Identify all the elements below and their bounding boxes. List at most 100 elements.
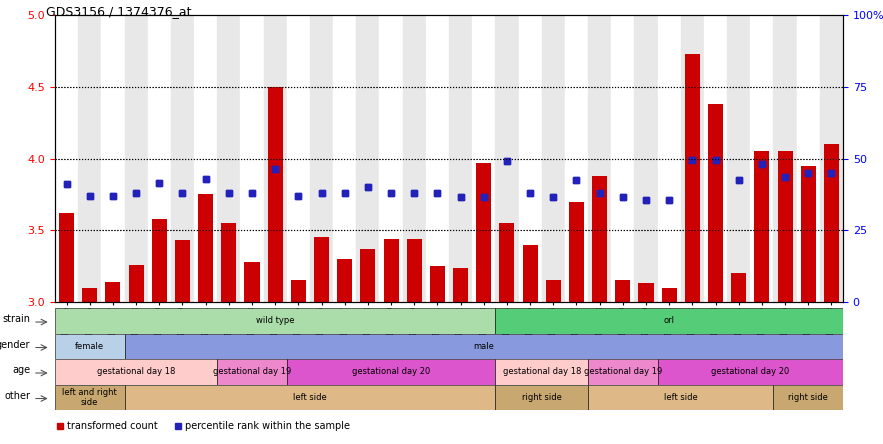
Bar (105, 282, 120, 302)
Bar (615, 281, 630, 302)
Bar (476, 163, 491, 302)
Bar (824, 144, 839, 302)
Bar (495, 385, 588, 410)
Bar (588, 15, 611, 302)
Text: gender: gender (0, 340, 30, 350)
Bar (658, 359, 843, 385)
Bar (518, 15, 541, 302)
Text: left side: left side (664, 393, 698, 402)
Text: gestational day 19: gestational day 19 (213, 367, 291, 376)
Bar (546, 281, 561, 302)
Bar (500, 223, 515, 302)
Text: left and right
side: left and right side (63, 388, 117, 407)
Bar (55, 359, 217, 385)
Bar (426, 15, 449, 302)
Bar (171, 15, 194, 302)
Bar (152, 219, 167, 302)
Bar (611, 15, 634, 302)
Bar (287, 15, 310, 302)
Text: orl: orl (664, 316, 675, 325)
Bar (731, 274, 746, 302)
Bar (495, 15, 518, 302)
Bar (569, 202, 584, 302)
Bar (472, 15, 495, 302)
Bar (476, 163, 491, 302)
Bar (754, 151, 769, 302)
Bar (495, 359, 588, 385)
Bar (360, 249, 375, 302)
Bar (240, 15, 264, 302)
Bar (685, 54, 700, 302)
Bar (588, 385, 774, 410)
Bar (449, 15, 472, 302)
Text: transformed count: transformed count (67, 421, 157, 432)
Bar (453, 268, 468, 302)
Bar (125, 15, 147, 302)
Bar (638, 283, 653, 302)
Text: other: other (4, 391, 30, 401)
Bar (268, 87, 283, 302)
Bar (337, 259, 352, 302)
Bar (55, 308, 495, 333)
Bar (147, 15, 171, 302)
Text: left side: left side (293, 393, 327, 402)
Bar (222, 223, 237, 302)
Bar (661, 288, 676, 302)
Bar (291, 281, 306, 302)
Bar (708, 104, 723, 302)
Bar (198, 194, 213, 302)
Bar (287, 359, 495, 385)
Text: male: male (473, 342, 494, 351)
Bar (500, 223, 515, 302)
Bar (407, 239, 422, 302)
Bar (333, 15, 357, 302)
Bar (198, 194, 213, 302)
Text: gestational day 18: gestational day 18 (97, 367, 176, 376)
Text: percentile rank within the sample: percentile rank within the sample (185, 421, 350, 432)
Text: female: female (75, 342, 104, 351)
Bar (268, 87, 283, 302)
Text: right side: right side (789, 393, 828, 402)
Text: gestational day 20: gestational day 20 (711, 367, 789, 376)
Bar (245, 262, 260, 302)
Text: gestational day 20: gestational day 20 (352, 367, 430, 376)
Bar (82, 288, 97, 302)
Bar (407, 239, 422, 302)
Bar (194, 15, 217, 302)
Bar (661, 288, 676, 302)
Bar (774, 15, 796, 302)
Bar (523, 245, 538, 302)
Bar (314, 238, 329, 302)
Bar (565, 15, 588, 302)
Bar (314, 238, 329, 302)
Bar (310, 15, 333, 302)
Bar (801, 166, 816, 302)
Bar (59, 213, 74, 302)
Bar (430, 266, 445, 302)
Bar (245, 262, 260, 302)
Bar (824, 144, 839, 302)
Bar (360, 249, 375, 302)
Bar (778, 151, 793, 302)
Bar (634, 15, 658, 302)
Bar (751, 15, 774, 302)
Text: GDS3156 / 1374376_at: GDS3156 / 1374376_at (46, 5, 192, 18)
Bar (704, 15, 727, 302)
Bar (264, 15, 287, 302)
Bar (59, 213, 74, 302)
Bar (337, 259, 352, 302)
Bar (430, 266, 445, 302)
Bar (152, 219, 167, 302)
Text: age: age (12, 365, 30, 376)
Bar (615, 281, 630, 302)
Text: gestational day 18: gestational day 18 (502, 367, 581, 376)
Bar (217, 15, 240, 302)
Bar (291, 281, 306, 302)
Bar (383, 239, 398, 302)
Bar (102, 15, 125, 302)
Bar (55, 385, 125, 410)
Bar (731, 274, 746, 302)
Bar (383, 239, 398, 302)
Bar (592, 176, 608, 302)
Bar (569, 202, 584, 302)
